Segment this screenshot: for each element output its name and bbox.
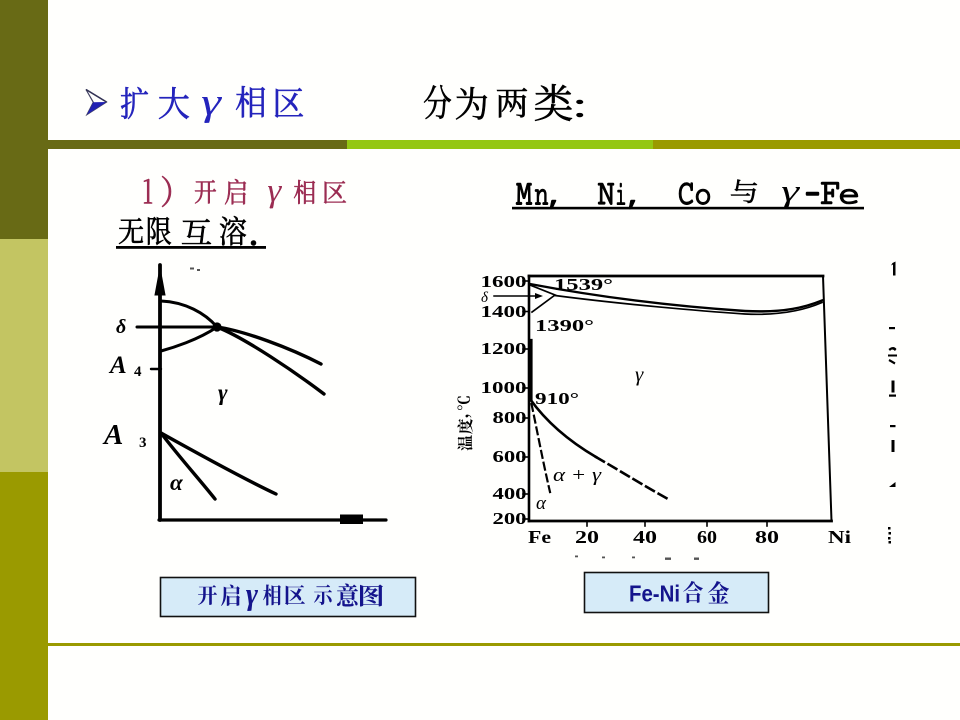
- svg-text:4: 4: [134, 364, 142, 380]
- svg-text:1000: 1000: [481, 378, 527, 397]
- svg-text:A: A: [108, 352, 127, 379]
- svg-text:α: α: [170, 470, 184, 495]
- svg-text:1539°: 1539°: [554, 275, 613, 294]
- svg-text:1200: 1200: [481, 339, 527, 358]
- svg-text:α: α: [536, 493, 547, 514]
- svg-text:γ: γ: [635, 362, 644, 386]
- svg-text:80: 80: [755, 527, 779, 547]
- svg-text:1390°: 1390°: [535, 316, 594, 335]
- svg-text:60: 60: [697, 527, 717, 547]
- svg-text:δ: δ: [481, 290, 489, 306]
- svg-text:40: 40: [633, 527, 657, 547]
- svg-text:3: 3: [139, 435, 147, 451]
- svg-text:δ: δ: [116, 316, 126, 338]
- svg-text:20: 20: [575, 527, 599, 547]
- svg-text:γ: γ: [218, 380, 228, 405]
- svg-text:600: 600: [493, 447, 527, 466]
- svg-text:910°: 910°: [535, 389, 579, 408]
- svg-text:800: 800: [493, 408, 527, 427]
- svg-text:Fe-Ni: Fe-Ni: [629, 581, 680, 607]
- svg-text:Ni: Ni: [828, 527, 851, 547]
- svg-text:A: A: [102, 419, 123, 451]
- svg-text:1400: 1400: [481, 302, 527, 321]
- svg-text:400: 400: [493, 484, 527, 503]
- svg-text:α + γ: α + γ: [553, 465, 602, 486]
- svg-text:200: 200: [493, 509, 527, 528]
- svg-text:1600: 1600: [481, 272, 527, 291]
- svg-text:Fe: Fe: [528, 527, 551, 547]
